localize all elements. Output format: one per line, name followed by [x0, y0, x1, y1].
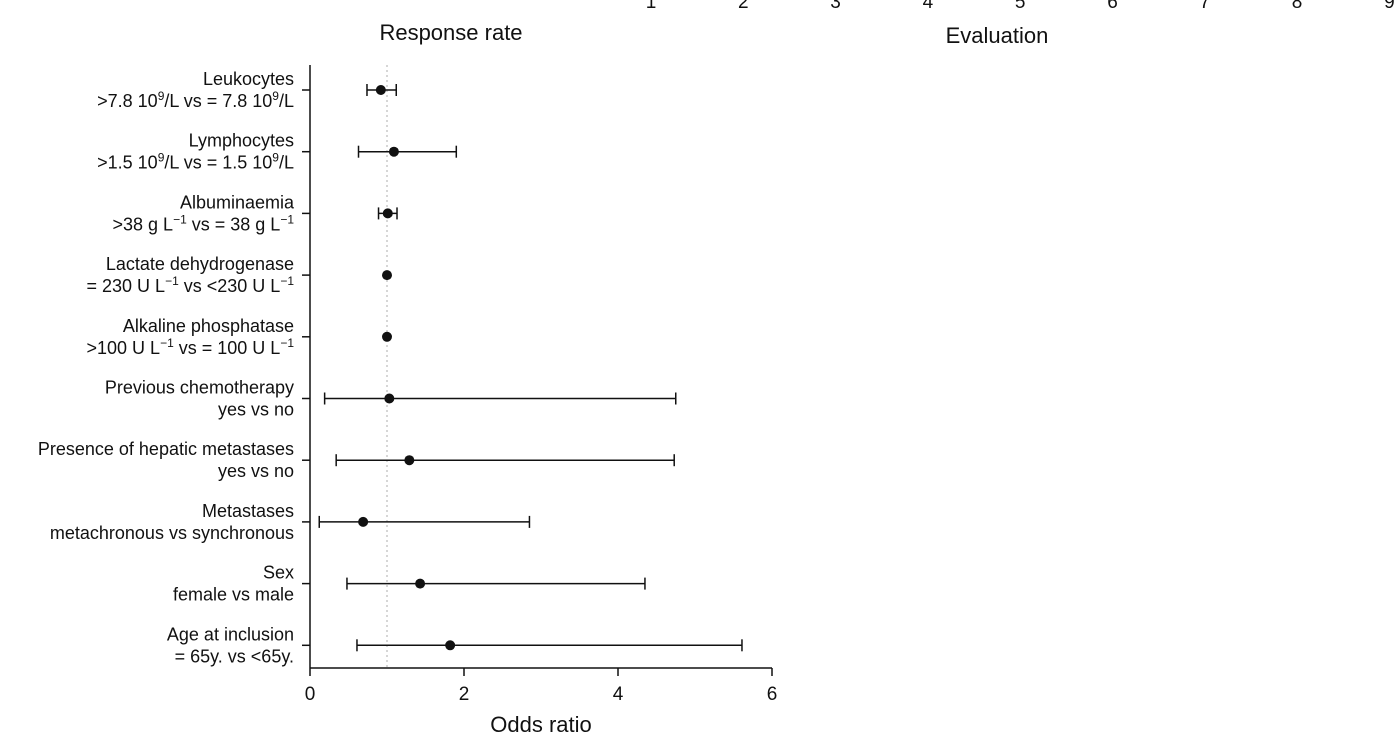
evaluation-tick-label: 3: [830, 0, 841, 13]
evaluation-tick-label: 6: [1107, 0, 1118, 13]
evaluation-tick-label: 4: [923, 0, 934, 13]
estimate-point: [382, 270, 392, 281]
row-sublabel: = 65y. vs <65y.: [175, 646, 294, 666]
response-rate-title: Response rate: [379, 20, 522, 45]
row-sublabel: >100 U L−1 vs = 100 U L−1: [87, 336, 295, 358]
row-label: Age at inclusion: [167, 624, 294, 644]
estimate-point: [404, 455, 415, 466]
estimate-point: [384, 393, 395, 404]
x-tick-label: 0: [305, 684, 316, 705]
row-label: Presence of hepatic metastases: [38, 439, 294, 459]
estimate-point: [358, 516, 369, 527]
row-sublabel: metachronous vs synchronous: [50, 523, 294, 543]
estimate-point: [388, 146, 399, 157]
row-sublabel: >1.5 109/L vs = 1.5 109/L: [97, 151, 294, 173]
x-tick-label: 4: [613, 684, 624, 705]
row-label: Lactate dehydrogenase: [106, 254, 294, 274]
row-label: Leukocytes: [203, 69, 294, 89]
row-label: Metastases: [202, 501, 294, 521]
estimate-point: [375, 85, 386, 95]
evaluation-tick-label: 1: [646, 0, 657, 13]
x-tick-label: 6: [767, 684, 778, 705]
evaluation-axis-ticks: 1 2 3 4 5 6 7 8 9: [646, 0, 1395, 13]
estimate-point: [415, 578, 426, 589]
estimate-point: [445, 640, 456, 651]
x-axis-label: Odds ratio: [490, 712, 592, 737]
estimate-point: [382, 208, 393, 219]
x-tick-label: 2: [459, 684, 470, 705]
evaluation-tick-label: 8: [1292, 0, 1303, 13]
row-sublabel: = 230 U L−1 vs <230 U L−1: [87, 274, 295, 296]
evaluation-tick-label: 5: [1015, 0, 1026, 13]
row-sublabel: >7.8 109/L vs = 7.8 109/L: [97, 89, 294, 111]
evaluation-tick-label: 9: [1384, 0, 1395, 13]
row-label: Alkaline phosphatase: [123, 316, 294, 336]
row-label: Previous chemotherapy: [105, 378, 294, 398]
evaluation-tick-label: 7: [1200, 0, 1211, 13]
estimate-point: [382, 331, 392, 342]
row-label: Albuminaemia: [180, 192, 295, 212]
row-label: Sex: [263, 563, 294, 583]
row-sublabel: >38 g L−1 vs = 38 g L−1: [113, 212, 295, 234]
row-sublabel: yes vs no: [218, 461, 294, 481]
row-label: Lymphocytes: [189, 131, 294, 151]
plot-area: 0 2 4 6 Leukocytes>7.8 109/L vs = 7.8 109/L L…: [38, 65, 777, 705]
row-sublabel: yes vs no: [218, 400, 294, 420]
row-sublabel: female vs male: [173, 585, 294, 605]
evaluation-tick-label: 2: [738, 0, 749, 13]
evaluation-title: Evaluation: [946, 23, 1049, 48]
